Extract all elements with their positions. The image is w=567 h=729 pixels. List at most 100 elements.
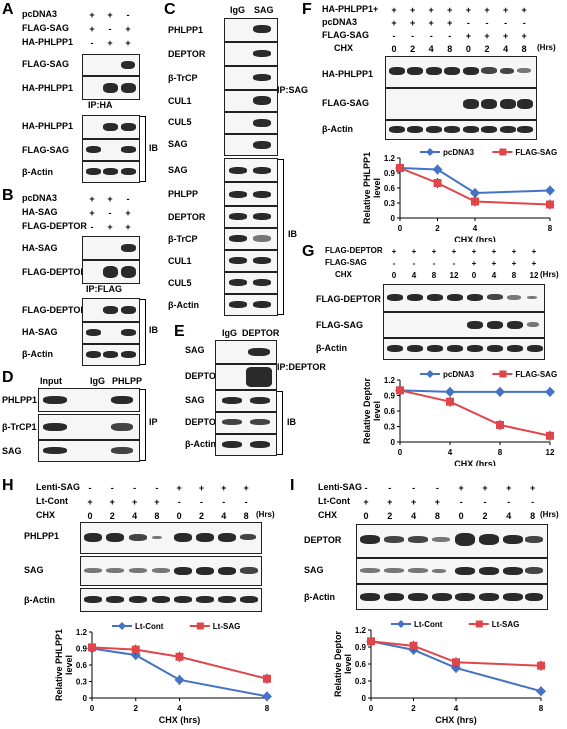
blot-band bbox=[527, 345, 543, 352]
legend-entry: pcDNA3 bbox=[443, 148, 475, 157]
sign: - bbox=[485, 18, 489, 28]
y-tick-label: 0 bbox=[362, 694, 367, 703]
blot-band bbox=[479, 567, 499, 575]
blot-band bbox=[253, 74, 271, 81]
blot-label: FLAG-SAG bbox=[22, 145, 69, 155]
x-axis-label: CHX (hrs) bbox=[454, 459, 496, 466]
western-blot bbox=[385, 120, 537, 140]
row-label: Lenti-SAG bbox=[318, 482, 362, 492]
western-blot bbox=[224, 90, 278, 112]
sign: + bbox=[176, 483, 182, 493]
hrs-label: (Hrs) bbox=[256, 510, 275, 519]
blot-band bbox=[229, 279, 247, 286]
sign: + bbox=[410, 497, 417, 507]
blot-band bbox=[86, 329, 101, 336]
blot-band bbox=[507, 345, 523, 352]
data-point bbox=[536, 686, 546, 697]
series-line bbox=[399, 167, 551, 206]
data-point bbox=[546, 431, 554, 440]
chx-time: 4 bbox=[428, 44, 434, 54]
y-tick-label: 1.2 bbox=[76, 628, 88, 637]
blot-label: SAG bbox=[24, 565, 44, 575]
blot-band bbox=[253, 213, 271, 220]
blot-band bbox=[43, 396, 67, 404]
y-tick-label: 0.6 bbox=[76, 661, 88, 670]
blot-band bbox=[121, 146, 136, 153]
blot-band bbox=[387, 345, 403, 352]
sign: + bbox=[243, 483, 249, 493]
sign: + bbox=[363, 497, 369, 507]
blot-band bbox=[111, 423, 133, 431]
chx-time: 4 bbox=[411, 511, 417, 521]
sign: + bbox=[529, 483, 536, 493]
blot-band bbox=[426, 67, 442, 75]
blot-band bbox=[196, 533, 214, 542]
sign: + bbox=[107, 222, 113, 232]
blot-band bbox=[174, 567, 192, 575]
y-axis-label: Relative PHLPP1level bbox=[362, 152, 382, 224]
blot-band bbox=[481, 126, 497, 133]
data-point bbox=[496, 420, 504, 429]
blot-label: DEPTOR bbox=[168, 49, 206, 59]
sign: + bbox=[465, 5, 472, 15]
series-line bbox=[370, 640, 542, 693]
x-axis-label: CHX (hrs) bbox=[159, 715, 201, 725]
data-point bbox=[446, 397, 454, 406]
sign: + bbox=[531, 259, 537, 268]
blot-band bbox=[253, 96, 271, 105]
ip-label: IP:SAG bbox=[277, 85, 309, 95]
blot-band bbox=[455, 593, 475, 601]
x-tick-label: 12 bbox=[546, 448, 555, 457]
panel-f-label: F bbox=[302, 1, 312, 18]
row-label: HA-PHLPP1+ bbox=[322, 4, 379, 14]
blot-label: DEPTOR bbox=[185, 371, 223, 381]
row-label: FLAG-SAG bbox=[22, 23, 69, 33]
hrs-label: (Hrs) bbox=[537, 43, 556, 52]
chx-time: 2 bbox=[484, 44, 490, 54]
legend-entry: Lt-SAG bbox=[492, 620, 520, 629]
y-tick-label: 0.3 bbox=[355, 677, 367, 686]
ip-bracket bbox=[140, 389, 146, 461]
data-point bbox=[452, 658, 460, 667]
chx-label: CHX bbox=[335, 270, 352, 279]
blot-band bbox=[525, 567, 543, 574]
blot-band bbox=[507, 295, 521, 300]
data-point bbox=[537, 661, 545, 670]
sign: - bbox=[108, 208, 112, 218]
y-tick-label: 0.9 bbox=[355, 643, 367, 652]
sign: - bbox=[432, 259, 436, 268]
x-tick-label: 0 bbox=[398, 448, 403, 457]
blot-band bbox=[86, 146, 101, 153]
x-tick-label: 0 bbox=[90, 704, 95, 713]
blot-band bbox=[447, 294, 463, 301]
blot-label: SAG bbox=[168, 165, 188, 175]
legend-marker bbox=[426, 370, 434, 378]
sign: + bbox=[87, 497, 93, 507]
sign: - bbox=[388, 483, 392, 493]
x-axis-label: CHX (hrs) bbox=[435, 715, 477, 725]
blot-band bbox=[407, 67, 423, 75]
y-tick-label: 0.6 bbox=[384, 407, 396, 416]
sign: + bbox=[89, 10, 95, 20]
blot-band bbox=[455, 567, 475, 575]
blot-label: CUL5 bbox=[168, 117, 192, 127]
western-blot bbox=[82, 161, 140, 183]
y-tick-label: 0.9 bbox=[384, 392, 396, 401]
legend-marker bbox=[118, 622, 126, 630]
ib-bracket bbox=[140, 299, 146, 365]
blot-band bbox=[121, 244, 136, 252]
sign: - bbox=[90, 222, 94, 232]
blot-band bbox=[103, 123, 118, 131]
blot-band bbox=[503, 593, 523, 601]
hrs-label: (Hrs) bbox=[540, 270, 559, 279]
sign: + bbox=[471, 247, 477, 256]
western-blot bbox=[224, 42, 278, 66]
western-blot bbox=[224, 250, 278, 272]
sign: + bbox=[506, 483, 512, 493]
blot-band bbox=[481, 67, 497, 74]
blot-band bbox=[503, 535, 523, 544]
data-point bbox=[545, 185, 555, 196]
blot-band bbox=[463, 99, 479, 109]
sign: + bbox=[125, 24, 131, 34]
blot-band bbox=[253, 301, 271, 308]
